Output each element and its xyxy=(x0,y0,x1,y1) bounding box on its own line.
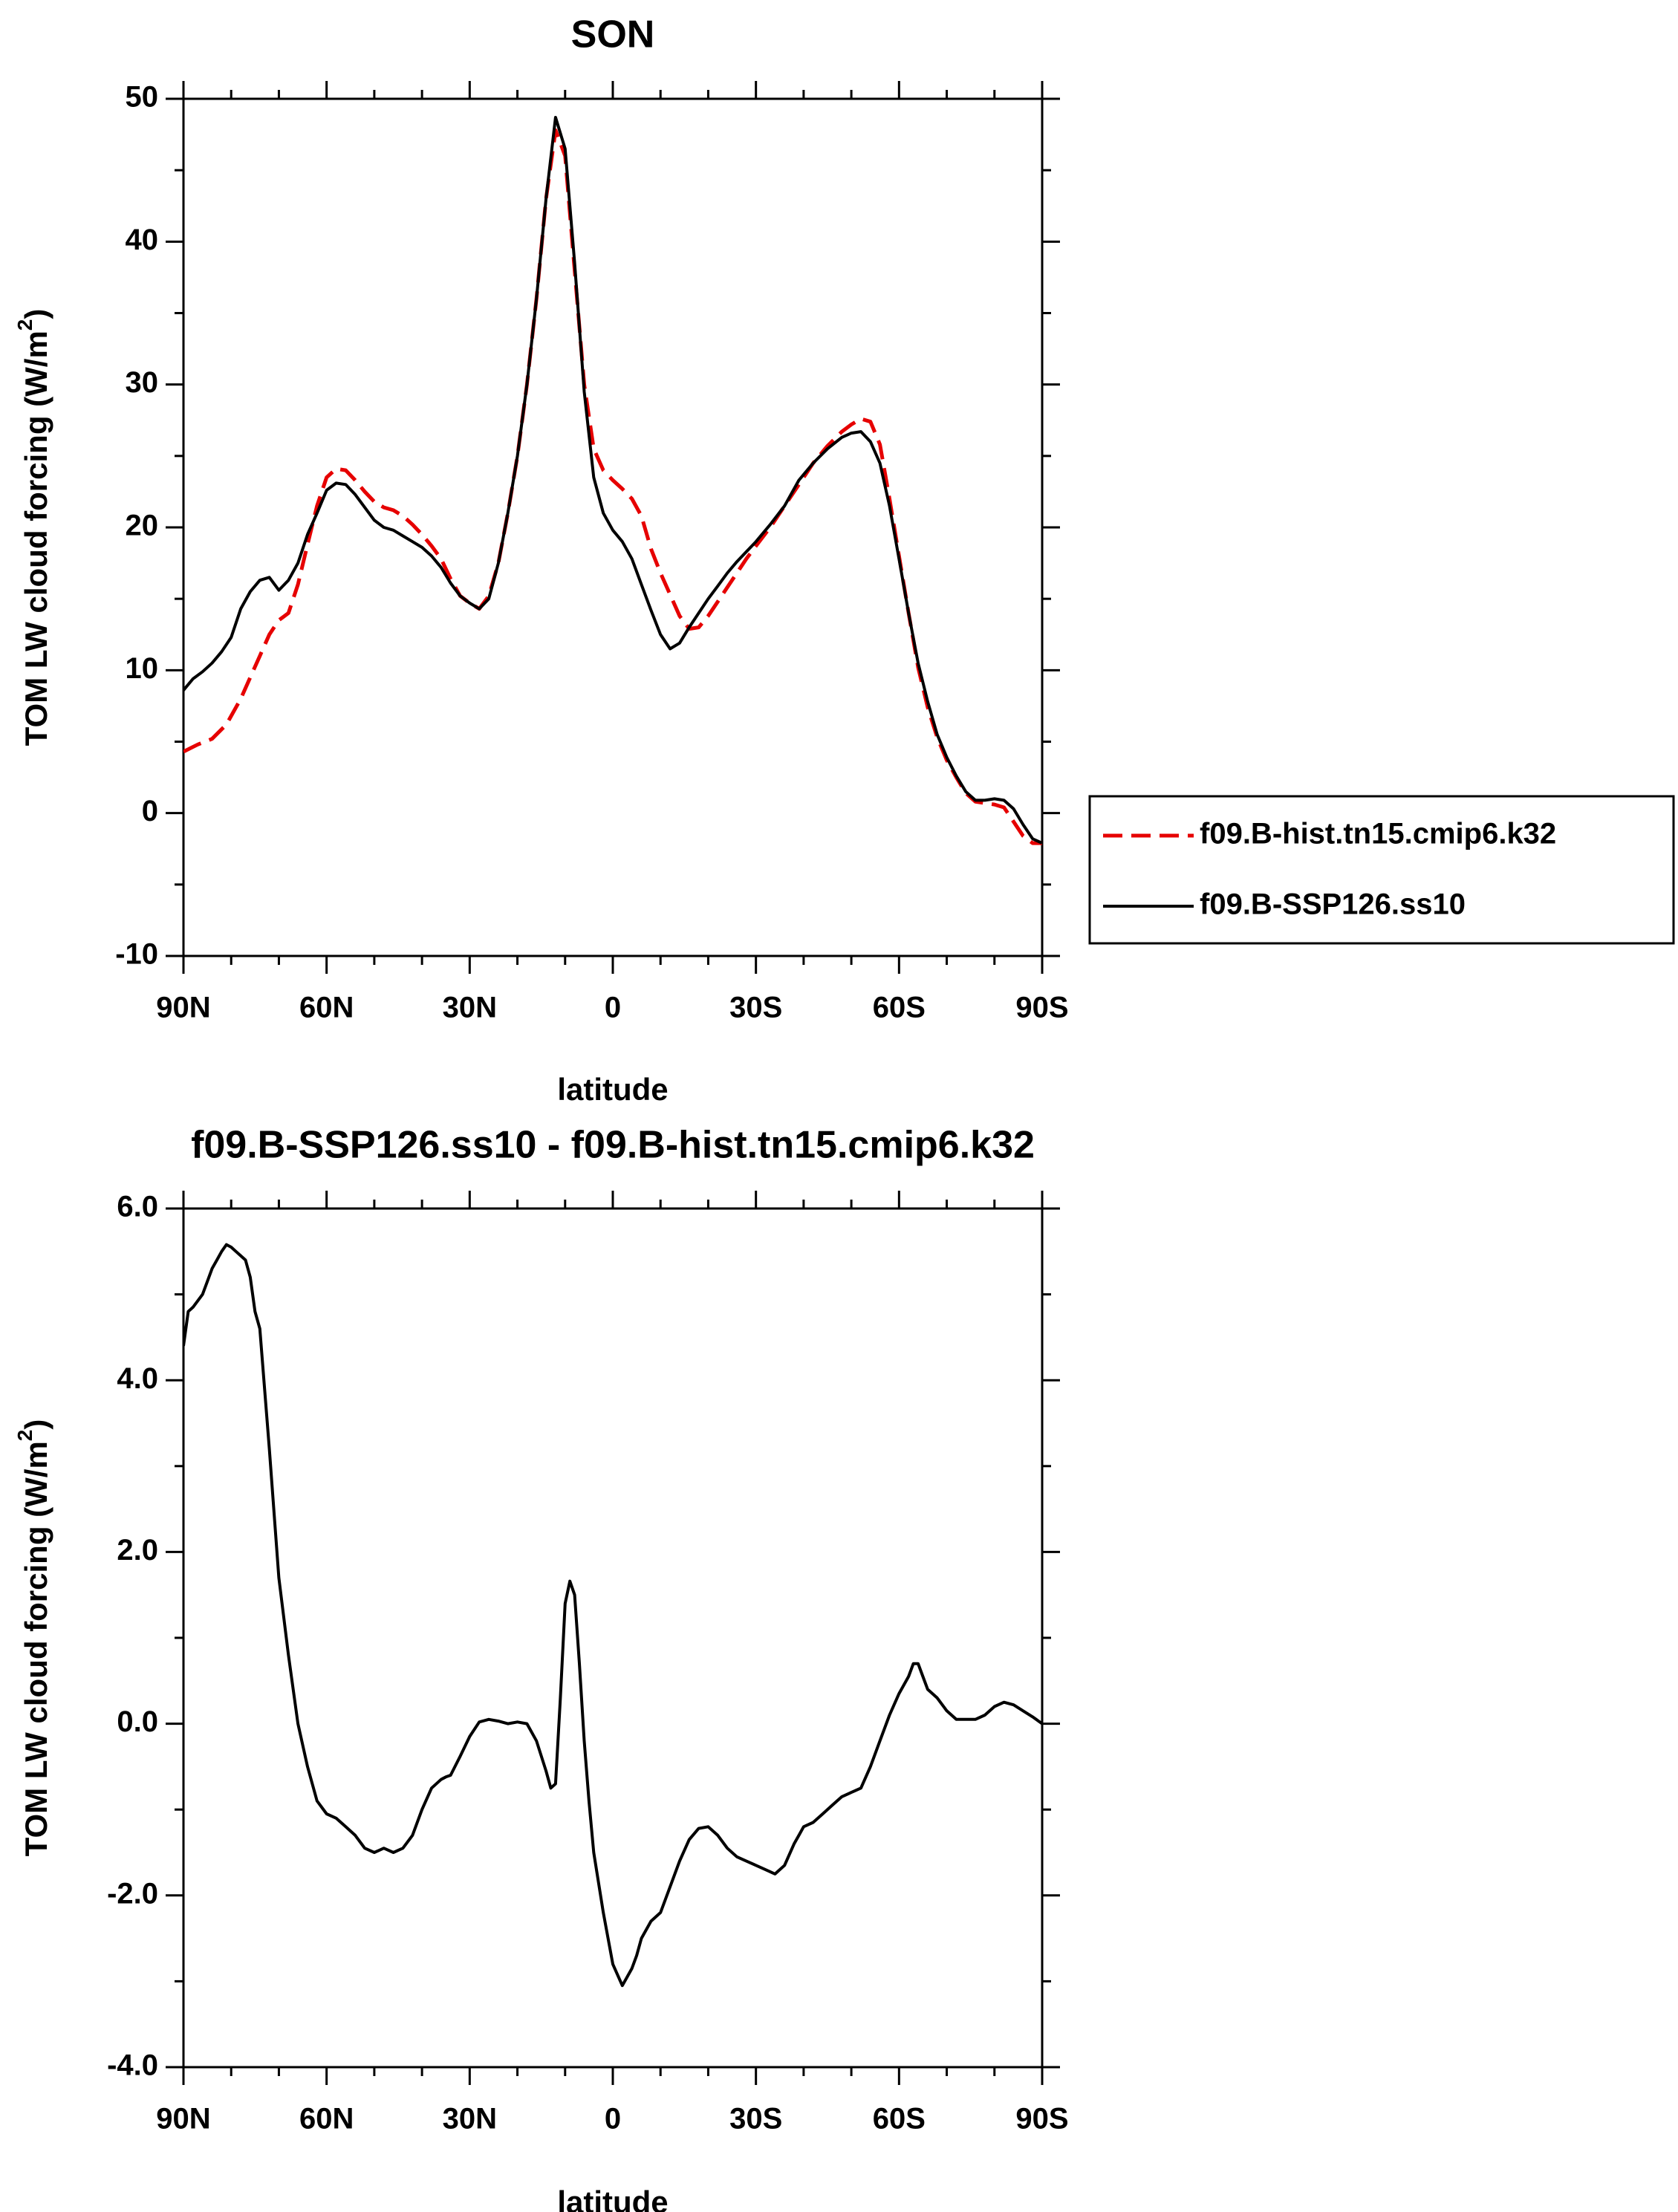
y-axis-label-tail: ) xyxy=(19,309,53,319)
y-axis-label-main: TOM LW cloud forcing (W/m xyxy=(19,1441,53,1856)
x-tick-label: 0 xyxy=(605,992,621,1024)
chart-title: SON xyxy=(571,13,655,56)
y-tick-label: -10 xyxy=(115,938,158,971)
x-tick-label: 60N xyxy=(299,992,354,1024)
y-tick-label: -2.0 xyxy=(107,1877,158,1910)
legend-label-0: f09.B-hist.tn15.cmip6.k32 xyxy=(1200,818,1556,850)
x-tick-label: 90N xyxy=(156,992,210,1024)
legend-box xyxy=(1088,795,1675,945)
series-line-0 xyxy=(183,1243,1042,1988)
x-tick-label: 90S xyxy=(1015,992,1068,1024)
x-tick-label: 30N xyxy=(443,2103,497,2135)
y-tick-label: 20 xyxy=(126,510,159,542)
y-axis-label: TOM LW cloud forcing (W/m2) xyxy=(13,309,53,746)
x-tick-label: 30N xyxy=(443,992,497,1024)
x-tick-label: 30S xyxy=(729,992,782,1024)
x-tick-label: 60S xyxy=(873,2103,926,2135)
y-tick-label: 2.0 xyxy=(117,1534,158,1567)
bottom-panel: f09.B-SSP126.ss10 - f09.B-hist.tn15.cmip… xyxy=(13,1124,1068,2212)
y-tick-label: 6.0 xyxy=(117,1191,158,1223)
y-axis-label-superscript: 2 xyxy=(13,319,36,331)
legend-label-1: f09.B-SSP126.ss10 xyxy=(1200,888,1466,921)
y-tick-label: 0 xyxy=(142,795,158,827)
y-axis-label-tail: ) xyxy=(19,1419,53,1430)
x-tick-label: 30S xyxy=(729,2103,782,2135)
x-axis-label: latitude xyxy=(557,1072,668,1107)
y-tick-label: 40 xyxy=(126,224,159,256)
y-tick-label: 0.0 xyxy=(117,1705,158,1738)
y-tick-label: -4.0 xyxy=(107,2049,158,2082)
chart-title: f09.B-SSP126.ss10 - f09.B-hist.tn15.cmip… xyxy=(191,1124,1035,1167)
x-tick-label: 90S xyxy=(1015,2103,1068,2135)
y-axis-label: TOM LW cloud forcing (W/m2) xyxy=(13,1419,53,1857)
y-tick-label: 4.0 xyxy=(117,1362,158,1395)
y-axis-label-superscript: 2 xyxy=(13,1430,36,1442)
y-tick-label: 50 xyxy=(126,81,159,114)
y-tick-label: 30 xyxy=(126,366,159,399)
y-tick-label: 10 xyxy=(126,652,159,685)
x-axis-label: latitude xyxy=(557,2185,668,2212)
series-line-1 xyxy=(183,116,1042,845)
x-tick-label: 0 xyxy=(605,2103,621,2135)
x-tick-label: 60S xyxy=(873,992,926,1024)
x-tick-label: 60N xyxy=(299,2103,354,2135)
x-tick-label: 90N xyxy=(156,2103,210,2135)
y-axis-label-main: TOM LW cloud forcing (W/m xyxy=(19,331,53,746)
top-panel: SON -10 0 10 20 30 40 50 90N 60N 30N 0 30S 60S 90S lati… xyxy=(13,13,1675,1107)
